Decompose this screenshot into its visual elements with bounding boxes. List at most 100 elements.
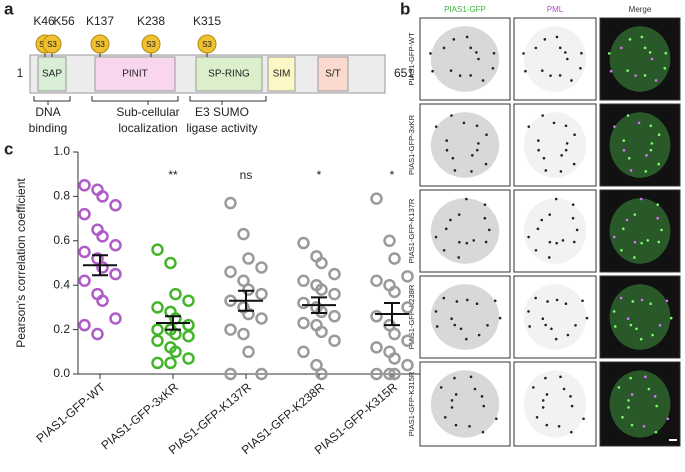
speckle bbox=[657, 133, 661, 137]
domain-label: SP-RING bbox=[208, 69, 250, 80]
speckle bbox=[633, 256, 636, 259]
row-label: PIAS1-GFP-K137R bbox=[407, 198, 416, 263]
data-point bbox=[297, 296, 310, 310]
data-point bbox=[388, 285, 401, 299]
speckle bbox=[452, 38, 456, 41]
data-point bbox=[370, 341, 383, 354]
speckle bbox=[442, 248, 446, 252]
speckle bbox=[458, 240, 461, 244]
speckle bbox=[617, 386, 621, 389]
speckle bbox=[633, 213, 637, 216]
speckle bbox=[442, 296, 446, 300]
speckle bbox=[475, 51, 478, 54]
speckle bbox=[465, 298, 469, 302]
speckle bbox=[544, 169, 548, 172]
data-point bbox=[242, 345, 255, 359]
speckle bbox=[575, 228, 579, 232]
speckle bbox=[629, 376, 632, 380]
speckle bbox=[654, 430, 658, 434]
speckle bbox=[647, 387, 651, 391]
bracket bbox=[189, 96, 267, 105]
data-point bbox=[242, 252, 255, 265]
speckle bbox=[613, 325, 617, 328]
site-label: K315 bbox=[193, 14, 221, 28]
data-point bbox=[370, 192, 383, 205]
speckle bbox=[570, 404, 574, 408]
significance: * bbox=[317, 168, 322, 182]
speckle bbox=[620, 248, 623, 252]
function-label: Sub-cellular bbox=[116, 105, 179, 119]
speckle bbox=[486, 323, 489, 327]
speckle bbox=[629, 323, 633, 327]
data-point bbox=[151, 301, 164, 314]
dot-plot: Pearson's correlation coefficient 0.0 0.2 0… bbox=[14, 144, 420, 457]
speckle bbox=[649, 148, 653, 152]
cell bbox=[523, 26, 587, 92]
speckle bbox=[653, 395, 657, 398]
speckle bbox=[451, 156, 455, 160]
cell bbox=[609, 112, 671, 178]
speckle bbox=[454, 393, 458, 396]
speckle bbox=[465, 241, 469, 245]
speckle bbox=[475, 302, 479, 305]
data-point bbox=[388, 252, 401, 265]
speckle bbox=[564, 51, 567, 54]
speckle bbox=[454, 423, 458, 427]
speckle bbox=[544, 376, 547, 380]
data-point bbox=[401, 301, 414, 314]
data-point bbox=[401, 334, 414, 347]
data-point bbox=[78, 207, 91, 221]
speckle bbox=[555, 241, 558, 245]
speckle bbox=[439, 386, 443, 389]
sumo-label: S3 bbox=[202, 40, 212, 49]
speckle bbox=[491, 66, 495, 70]
speckle bbox=[566, 57, 569, 61]
speckle bbox=[571, 216, 575, 220]
speckle bbox=[649, 124, 653, 128]
speckle bbox=[550, 327, 553, 331]
speckle bbox=[665, 299, 669, 303]
speckle bbox=[637, 121, 641, 125]
speckle bbox=[468, 424, 471, 428]
speckle bbox=[524, 69, 527, 73]
speckle bbox=[540, 218, 544, 222]
speckle bbox=[571, 203, 575, 206]
speckle bbox=[431, 69, 434, 73]
speckle bbox=[666, 417, 670, 421]
data-point bbox=[91, 327, 104, 341]
domain-label: SIM bbox=[273, 69, 291, 80]
data-point bbox=[109, 238, 122, 252]
speckle bbox=[559, 170, 563, 173]
speckle bbox=[465, 35, 469, 39]
cell bbox=[609, 370, 671, 438]
y-tick-label: 0.4 bbox=[53, 277, 70, 291]
data-point bbox=[224, 196, 237, 210]
speckle bbox=[664, 51, 668, 55]
row-label: PIAS1-GFP-3xKR bbox=[407, 114, 416, 175]
cell bbox=[430, 112, 500, 178]
speckle bbox=[574, 323, 577, 327]
cell bbox=[523, 198, 587, 264]
speckle bbox=[657, 240, 661, 244]
speckle bbox=[477, 333, 481, 337]
speckle bbox=[564, 124, 568, 128]
speckle bbox=[532, 386, 535, 389]
speckle bbox=[626, 317, 630, 321]
speckle bbox=[627, 399, 630, 402]
data-point bbox=[255, 367, 268, 381]
speckle bbox=[639, 197, 643, 201]
speckle bbox=[627, 156, 631, 160]
speckle bbox=[444, 227, 448, 231]
speckle bbox=[487, 228, 491, 232]
sumo-label: S3 bbox=[95, 40, 105, 49]
speckle bbox=[542, 156, 546, 160]
speckle bbox=[564, 148, 568, 152]
speckle bbox=[562, 387, 566, 391]
speckle bbox=[554, 337, 558, 341]
speckle bbox=[642, 424, 646, 428]
speckle bbox=[640, 35, 644, 39]
speckle bbox=[655, 404, 658, 408]
cell bbox=[609, 198, 671, 264]
